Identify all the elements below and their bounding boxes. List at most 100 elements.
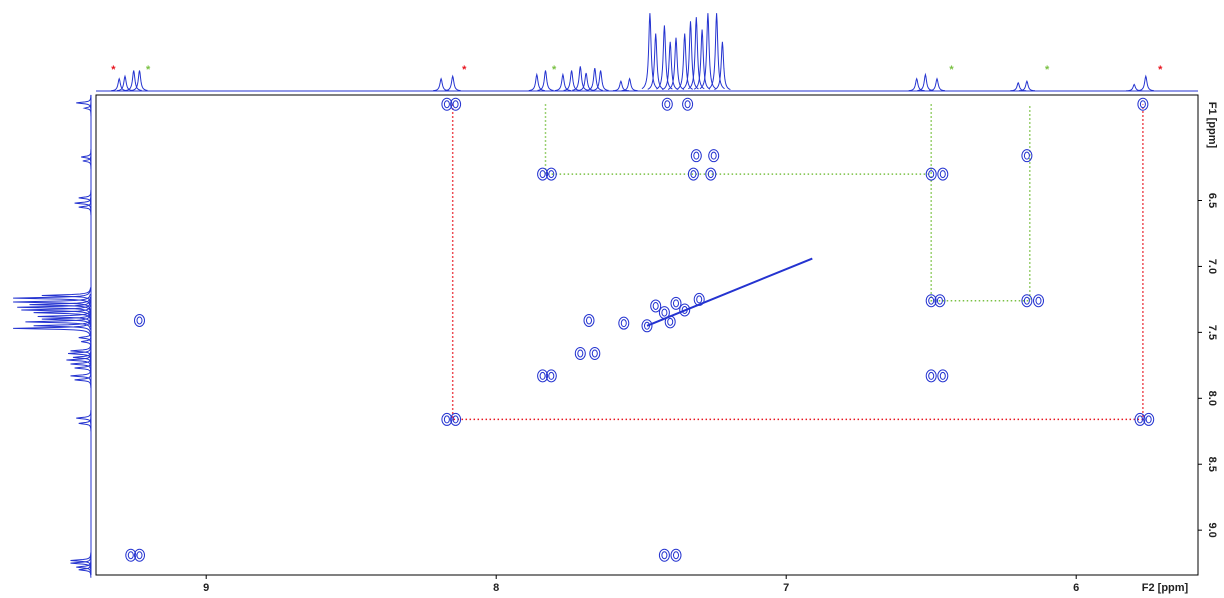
left-spectrum-peak	[76, 410, 92, 427]
x-tick-label: 8	[493, 582, 499, 594]
contour-ring	[658, 306, 670, 320]
peak-marker: *	[1045, 64, 1050, 76]
cross-peak	[708, 149, 720, 163]
contour-ring	[537, 167, 549, 181]
cross-peak	[545, 167, 557, 181]
contour-ring	[667, 317, 674, 326]
cross-peak	[125, 548, 137, 562]
contour-ring	[539, 371, 546, 380]
top-spectrum-peak	[444, 74, 461, 92]
cross-peak	[450, 412, 462, 426]
left-spectrum-peak	[33, 317, 91, 334]
contour-ring	[574, 346, 586, 360]
cross-peak	[1143, 412, 1155, 426]
peak-marker: *	[552, 64, 557, 76]
cross-peak	[661, 97, 673, 111]
cross-peak	[537, 369, 549, 383]
y-tick-label: 8.5	[1206, 457, 1218, 472]
contour-ring	[644, 321, 650, 330]
correlation-path	[930, 104, 1031, 302]
left-spectrum-peak	[17, 299, 91, 316]
x-tick-label: 7	[783, 582, 789, 594]
peak-marker: *	[462, 64, 467, 76]
cross-peak	[537, 167, 549, 181]
contour-ring	[670, 548, 682, 562]
contour-ring	[673, 551, 679, 560]
contour-ring	[441, 412, 453, 426]
cross-peak	[650, 299, 662, 313]
contour-ring	[690, 170, 697, 179]
x-axis-label: F2 [ppm]	[1142, 582, 1189, 594]
peak-marker: *	[111, 64, 116, 76]
cross-peak	[134, 313, 145, 327]
contour-ring	[641, 319, 653, 333]
top-spectrum-peak	[621, 77, 638, 92]
left-spectrum-peak	[81, 148, 92, 165]
cross-peak	[450, 97, 462, 111]
cross-peak	[441, 412, 453, 426]
cross-peak	[589, 346, 601, 360]
contour-ring	[548, 371, 555, 380]
cross-peak	[664, 315, 676, 329]
contour-ring	[664, 315, 676, 329]
cross-peak	[925, 167, 937, 181]
cross-peak	[641, 319, 653, 333]
contour-ring	[664, 100, 671, 109]
y-tick-label: 7.0	[1206, 259, 1218, 274]
left-spectrum-peak	[13, 293, 91, 311]
x-tick-label: 9	[203, 582, 209, 594]
top-spectrum-peak	[433, 77, 450, 92]
top-spectrum-peak	[131, 70, 148, 91]
contour-ring	[1033, 294, 1044, 308]
correlation-path	[451, 104, 1144, 421]
top-spectrum-peak	[662, 41, 679, 91]
top-spectrum-peak	[586, 67, 603, 91]
contour-ring	[1143, 412, 1155, 426]
contour-ring	[537, 369, 549, 383]
top-spectrum-peak	[111, 77, 128, 92]
top-spectrum-peak	[592, 70, 609, 91]
top-spectrum-peak	[578, 72, 595, 91]
contour-ring	[125, 548, 137, 562]
contour-ring	[577, 349, 584, 358]
peak-marker: *	[1158, 64, 1163, 76]
contour-ring	[134, 548, 145, 562]
top-spectrum-peak	[641, 13, 659, 90]
plot-frame	[95, 94, 1199, 576]
cross-peak	[690, 149, 702, 163]
contour-ring	[661, 97, 673, 111]
contour-ring	[925, 294, 937, 308]
top-spectrum-peak	[699, 13, 717, 90]
contour-ring	[928, 296, 935, 305]
cross-peak	[934, 294, 946, 308]
top-spectrum-peak	[1137, 74, 1154, 92]
left-spectrum-peak	[70, 552, 92, 569]
y-tick-label: 8.0	[1206, 391, 1218, 406]
contour-ring	[548, 170, 555, 179]
contour-ring	[705, 167, 717, 181]
contour-ring	[1023, 151, 1030, 160]
contour-ring	[1021, 294, 1033, 308]
contour-ring	[690, 149, 702, 163]
contour-ring	[136, 551, 143, 560]
top-spectrum-peak	[908, 77, 925, 92]
cross-peak	[134, 548, 145, 562]
left-spectrum-peak	[78, 415, 92, 432]
contour-ring	[928, 170, 935, 179]
top-spectrum-peak	[116, 74, 134, 92]
contour-ring	[450, 97, 462, 111]
left-spectrum-peak	[74, 195, 92, 212]
contour-ring	[939, 371, 946, 380]
contour-ring	[658, 548, 670, 562]
left-spectrum-peak	[81, 333, 92, 350]
contour-ring	[1134, 412, 1146, 426]
contour-ring	[650, 299, 662, 313]
contour-ring	[618, 316, 630, 330]
cross-peak	[1137, 97, 1149, 111]
peak-marker: *	[949, 64, 954, 76]
y-tick-label: 9.0	[1206, 523, 1218, 538]
contour-ring	[707, 170, 714, 179]
top-spectrum-peak	[125, 70, 142, 91]
contour-ring	[928, 371, 935, 380]
contour-ring	[452, 415, 459, 424]
